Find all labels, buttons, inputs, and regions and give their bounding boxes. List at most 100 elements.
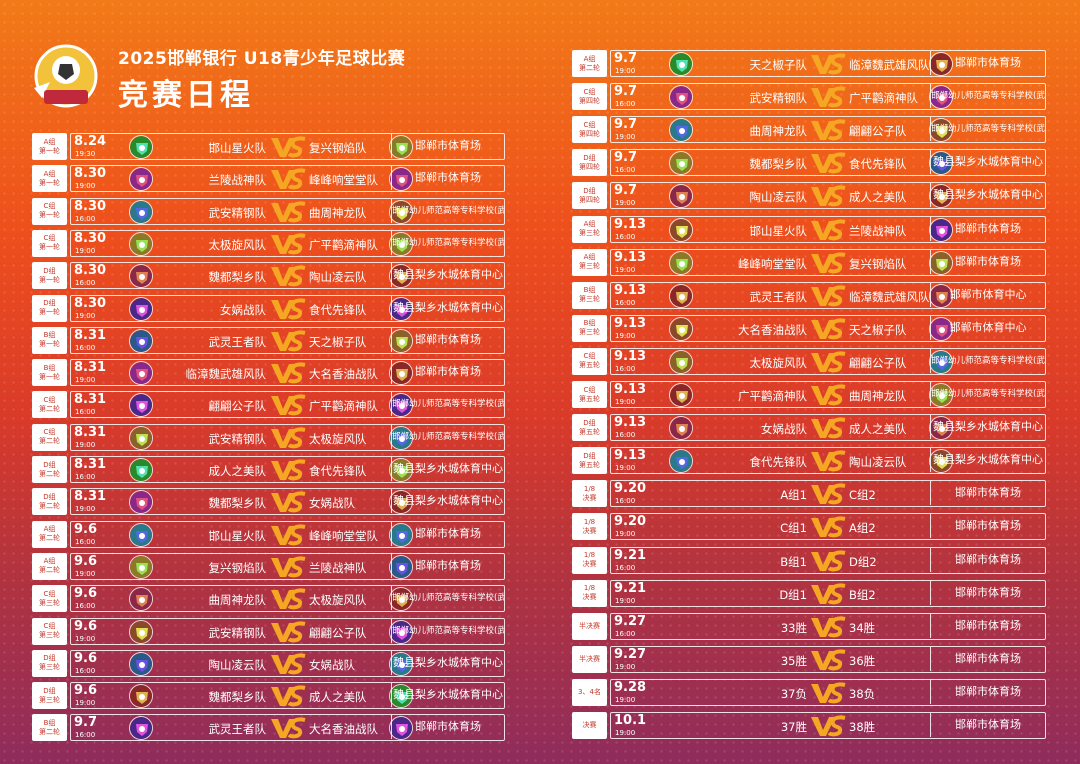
team-b-name: 峰峰响堂堂队 [309, 173, 378, 188]
vs-icon [809, 350, 847, 374]
vs-icon [809, 218, 847, 242]
group-round-tag: A组 第三轮 [572, 248, 607, 276]
vs-icon [809, 515, 847, 539]
team-b-name: 大名香油战队 [309, 367, 378, 382]
team-a-name: 曲周神龙队 [208, 593, 267, 608]
round-label: 第三轮 [579, 328, 600, 337]
team-a-logo-icon [129, 554, 153, 579]
team-b-name: 峰峰响堂堂队 [309, 528, 378, 543]
match-date: 8.30 [74, 198, 107, 214]
team-a-name: 大名香油战队 [738, 322, 807, 337]
team-b-name: 兰陵战神队 [849, 223, 907, 238]
venue-name: 邯郸市体育场 [391, 360, 504, 385]
team-a-name: 武灵王者队 [208, 722, 267, 737]
group-label: B组 [583, 286, 596, 295]
group-round-tag: 1/8 决赛 [572, 513, 607, 541]
match-time: 19:00 [615, 331, 636, 340]
vs-icon [809, 85, 847, 109]
match-date: 9.7 [74, 715, 98, 731]
team-b-name: 广平鹳滴神队 [309, 237, 378, 252]
group-round-tag: C组 第一轮 [32, 229, 67, 257]
match-row: 半决赛 9.27 19:00 35胜 36胜 邯郸市体育场 [572, 645, 1046, 673]
match-date: 9.6 [74, 586, 98, 602]
team-b-logo-icon [929, 283, 953, 308]
vs-icon [269, 555, 307, 579]
match-date: 9.6 [74, 650, 98, 666]
group-round-tag: C组 第五轮 [572, 347, 607, 375]
team-a-logo-icon [669, 383, 693, 407]
match-time: 16:00 [75, 473, 96, 481]
team-a-name: 太极旋风队 [208, 237, 267, 252]
round-label: 第二轮 [39, 437, 60, 446]
match-bar: 9.20 19:00 C组1 A组2 邯郸市体育场 [610, 513, 1046, 541]
match-bar: 9.13 16:00 女娲战队 成人之美队 魏县梨乡水城体育中心 [610, 414, 1046, 442]
group-round-tag: D组 第一轮 [32, 262, 67, 290]
venue-name: 邯郸市体育场 [391, 327, 504, 352]
match-time: 16:00 [615, 431, 636, 440]
match-row: C组 第四轮 9.7 19:00 曲周神龙队 翩翩公子队 邯郸幼儿师范高等专科学校(武安) [572, 116, 1046, 144]
vs-icon [809, 284, 847, 308]
venue-name: 魏县梨乡水城体育中心 [930, 150, 1045, 175]
match-row: D组 第三轮 9.6 16:00 陶山凌云队 女娲战队 魏县梨乡水城体育中心 [32, 649, 505, 677]
vs-icon [269, 490, 307, 514]
match-bar: 9.7 16:00 魏都梨乡队 食代先锋队 魏县梨乡水城体育中心 [610, 149, 1046, 177]
venue-name: 邯郸市体育场 [391, 553, 504, 578]
match-bar: 9.7 19:00 曲周神龙队 翩翩公子队 邯郸幼儿师范高等专科学校(武安) [610, 116, 1046, 144]
team-b-name: 食代先锋队 [309, 464, 367, 478]
match-bar: 9.21 16:00 B组1 D组2 邯郸市体育场 [610, 546, 1046, 574]
team-b-name: 临漳魏武雄风队 [849, 289, 930, 304]
match-time: 19:00 [615, 596, 636, 605]
team-b-name: 兰陵战神队 [309, 560, 367, 575]
group-label: C组 [583, 87, 596, 96]
round-label: 第二轮 [39, 469, 60, 478]
group-label: D组 [583, 418, 596, 427]
match-row: B组 第二轮 9.7 16:00 武灵王者队 大名香油战队 邯郸市体育场 [32, 714, 505, 742]
venue-name: 魏县梨乡水城体育中心 [391, 295, 504, 320]
round-label: 第二轮 [39, 404, 60, 413]
group-round-tag: 半决赛 [572, 645, 607, 673]
group-round-tag: A组 第二轮 [32, 520, 67, 548]
team-a-name: A组1 [780, 488, 807, 503]
team-b-logo-icon [929, 217, 953, 242]
team-b-logo-icon [389, 167, 413, 192]
match-date: 8.31 [74, 360, 107, 376]
group-label: 半决赛 [579, 621, 600, 630]
match-row: D组 第一轮 8.30 19:00 女娲战队 食代先锋队 魏县梨乡水城体育中心 [32, 294, 505, 322]
match-date: 8.31 [74, 489, 107, 505]
match-time: 19:30 [75, 150, 96, 158]
group-label: A组 [43, 557, 56, 566]
team-b-logo-icon [929, 349, 953, 374]
group-label: 1/8 [583, 584, 596, 593]
group-label: D组 [43, 299, 56, 307]
venue-name: 邯郸幼儿师范高等专科学校(武安) [391, 424, 504, 449]
group-label: D组 [43, 460, 56, 469]
team-a-logo-icon [129, 587, 153, 612]
team-a-name: 武安精钢队 [208, 625, 267, 640]
group-label: B组 [43, 363, 56, 372]
group-label: A组 [43, 169, 56, 178]
team-b-name: 34胜 [849, 620, 876, 635]
group-round-tag: D组 第二轮 [32, 488, 67, 516]
venue-name: 邯郸市体育场 [930, 514, 1045, 539]
team-a-name: 临漳魏武雄风队 [185, 367, 267, 382]
team-a-logo-icon [129, 361, 153, 386]
venue-name: 邯郸市体育中心 [930, 315, 1045, 340]
match-date: 8.30 [74, 166, 107, 182]
team-a-logo-icon [669, 416, 693, 441]
team-b-name: A组2 [849, 521, 876, 536]
round-label: 第二轮 [39, 501, 60, 510]
vs-icon [269, 361, 307, 385]
round-label: 第三轮 [579, 262, 600, 271]
venue-name: 邯郸市体育场 [930, 613, 1045, 638]
team-b-logo-icon [929, 118, 953, 143]
team-a-name: 食代先锋队 [749, 455, 808, 470]
vs-icon [809, 648, 847, 672]
match-date: 9.13 [614, 315, 647, 331]
group-round-tag: 半决赛 [572, 612, 607, 640]
group-label: 3、4名 [578, 687, 601, 696]
match-row: B组 第一轮 8.31 16:00 武灵王者队 天之椒子队 邯郸市体育场 [32, 326, 505, 354]
match-date: 9.6 [74, 553, 98, 569]
team-b-name: 食代先锋队 [849, 157, 907, 172]
